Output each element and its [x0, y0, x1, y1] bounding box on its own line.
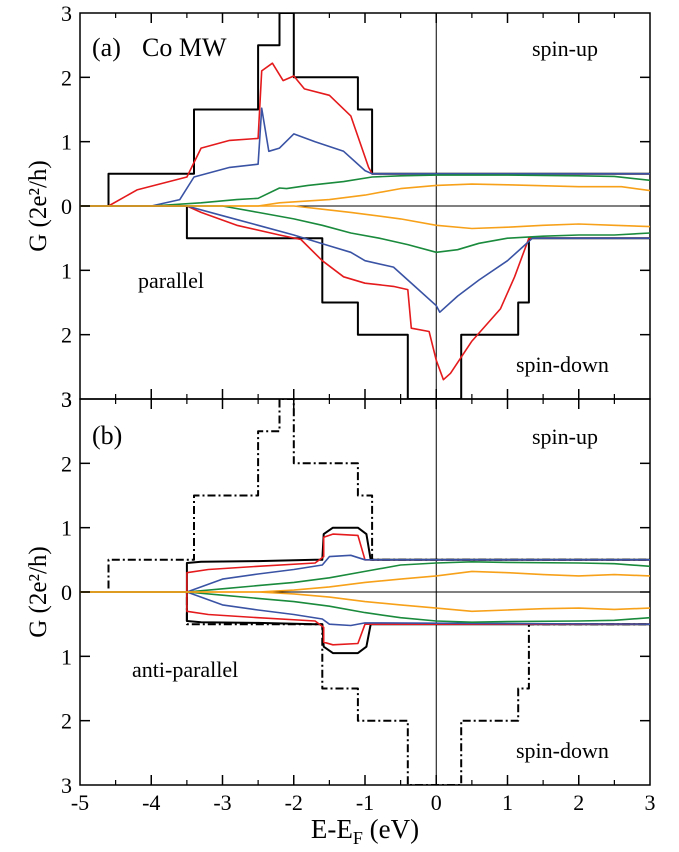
panel-a-y-tick-label: 2: [61, 65, 72, 90]
panel-b-ticks: 3 2 1 0 1 2 3: [61, 387, 650, 798]
panel-b-series-line-8: [80, 561, 650, 593]
panel-b-series-line-4: [80, 533, 650, 593]
x-axis-ticks: -5 -4 -3 -2 -1 0 1 2 3: [71, 790, 656, 815]
x-tick-label: -2: [285, 790, 303, 815]
panel-b-y-tick-label: 1: [61, 644, 72, 669]
panel-a-series-line-9: [80, 205, 650, 230]
panel-a-series-line-5: [80, 183, 650, 207]
x-tick-label: -1: [356, 790, 374, 815]
panel-a-spin-up: spin-up: [532, 36, 598, 61]
panel-a-y-tick-label: 2: [61, 323, 72, 348]
panel-b-series-line-2: [80, 526, 650, 593]
panel-a-title: Co MW: [142, 33, 227, 62]
panel-a-series-line-7: [80, 205, 650, 313]
panel-b-spin-up: spin-up: [532, 424, 598, 449]
x-axis-label-main: E-E: [311, 814, 353, 844]
x-axis-label-units: (eV): [363, 814, 419, 844]
panel-b-y-tick-label: 3: [61, 387, 72, 412]
x-tick-label: -5: [71, 790, 89, 815]
panel-b-y-tick-label: 2: [61, 709, 72, 734]
panel-b: 3 2 1 0 1 2 3 (b) spin-up anti-parallel spin-d…: [61, 387, 651, 798]
panel-b-config: anti-parallel: [132, 657, 238, 682]
panel-a-y-tick-label: 1: [61, 258, 72, 283]
panel-b-y-tick-label: 1: [61, 516, 72, 541]
panel-a-y-tick-label: 3: [61, 387, 72, 412]
x-tick-label: -3: [213, 790, 231, 815]
y-axis-label-a: G (2e²/h): [25, 160, 52, 252]
panel-b-series-line-6: [80, 554, 650, 593]
panel-b-series-line-0: [80, 399, 650, 593]
panel-a-ticks: 3 2 1 0 1 2 3: [61, 1, 650, 412]
x-axis-label-subscript: F: [353, 828, 363, 848]
x-tick-label: 2: [573, 790, 584, 815]
panel-b-series-line-11: [80, 591, 650, 613]
x-tick-label: 1: [502, 790, 513, 815]
panel-b-series-line-3: [80, 591, 650, 655]
panel-a-series: [80, 13, 650, 399]
x-tick-label: 0: [431, 790, 442, 815]
panel-b-series: [80, 399, 650, 785]
panel-a-series-line-2: [80, 62, 650, 207]
panel-b-y-tick-label: 0: [61, 580, 72, 605]
panel-a: 3 2 1 0 1 2 3 (a) Co MW spin-up parallel spin-…: [61, 1, 651, 412]
y-axis-label-b: G (2e²/h): [25, 546, 52, 638]
panel-b-label: (b): [92, 421, 122, 450]
panel-a-series-line-0: [80, 13, 650, 207]
panel-b-series-line-5: [80, 591, 650, 646]
panel-a-series-line-6: [80, 205, 650, 381]
panel-a-label: (a): [92, 33, 121, 62]
x-axis-label: E-EF (eV): [311, 814, 419, 848]
panel-a-series-line-3: [80, 107, 650, 207]
panel-a-spin-down: spin-down: [516, 352, 609, 377]
panel-b-series-line-10: [80, 570, 650, 593]
panel-b-y-tick-label: 2: [61, 451, 72, 476]
panel-a-y-tick-label: 0: [61, 194, 72, 219]
x-tick-label: -4: [142, 790, 160, 815]
panel-b-series-line-7: [80, 591, 650, 627]
panel-a-series-line-1: [80, 205, 650, 399]
panel-a-series-line-8: [80, 205, 650, 254]
panel-b-spin-down: spin-down: [516, 738, 609, 763]
panel-a-y-tick-label: 3: [61, 1, 72, 26]
panel-b-y-tick-label: 3: [61, 773, 72, 798]
panel-b-series-line-9: [80, 591, 650, 623]
panel-a-config: parallel: [138, 268, 204, 293]
x-tick-label: 3: [645, 790, 656, 815]
panel-a-y-tick-label: 1: [61, 130, 72, 155]
panel-a-series-line-4: [80, 174, 650, 207]
